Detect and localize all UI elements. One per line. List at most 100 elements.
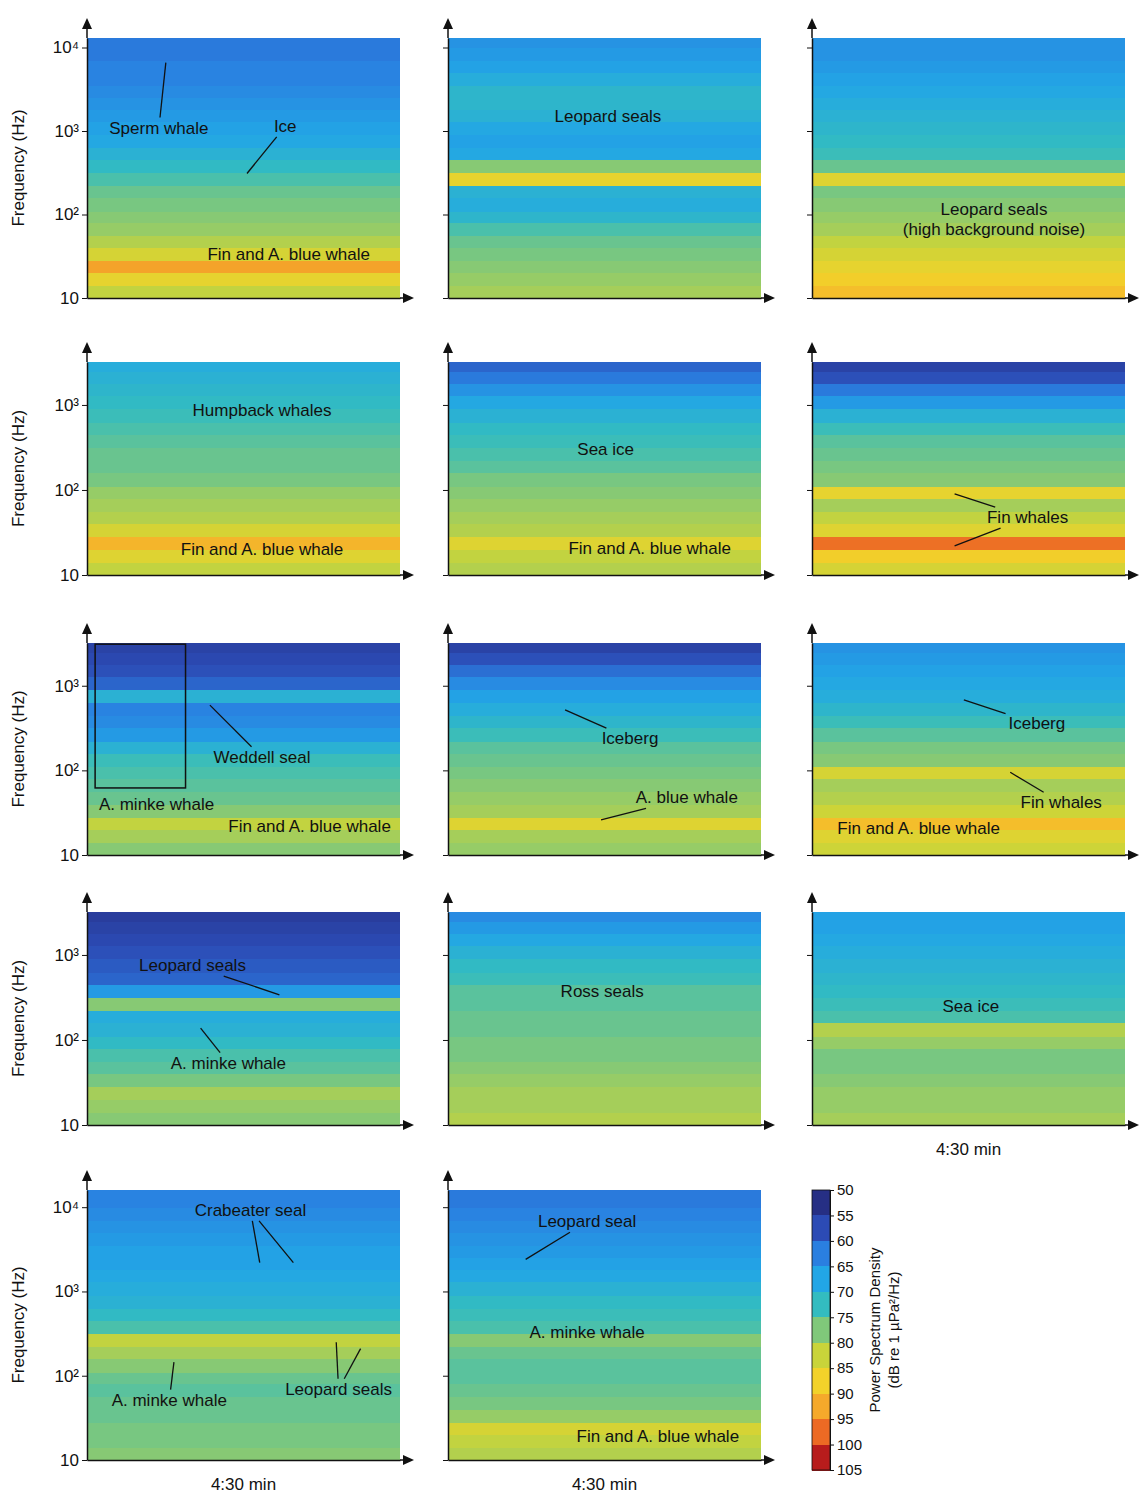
colorbar-swatch: [812, 1292, 830, 1318]
colorbar-tick: 50: [830, 1181, 854, 1198]
y-tick: 10⁴: [53, 1198, 87, 1217]
y-tick: [443, 1291, 448, 1292]
heat-cell: [812, 460, 1125, 473]
heat-cell: [448, 523, 761, 537]
heat-cell: [812, 511, 1125, 524]
y-tick: 10³: [54, 1282, 87, 1301]
heat-cell: [87, 147, 400, 160]
x-axis-line: [813, 575, 1126, 577]
y-tick: [443, 770, 448, 771]
y-axis-arrowhead: [82, 342, 92, 353]
colorbar-tick-label: 105: [837, 1461, 862, 1478]
plot-area: [448, 362, 761, 575]
heat-cell: [812, 549, 1125, 563]
heat-cell: [812, 842, 1125, 855]
annotation: Crabeater seal: [195, 1201, 307, 1220]
colorbar-tick: 65: [830, 1258, 854, 1275]
heat-cell: [448, 362, 761, 372]
annotation: Fin whales: [987, 508, 1068, 527]
x-axis-line: [813, 855, 1126, 857]
plot-area: [812, 38, 1125, 298]
x-axis: [449, 298, 762, 299]
x-axis: [88, 575, 401, 576]
y-tick-mark: [807, 770, 812, 771]
highlight-box: [95, 644, 185, 788]
y-tick-label: 10⁴: [53, 1198, 79, 1217]
y-tick-label: 10²: [54, 481, 79, 500]
leader-line: [344, 1349, 360, 1379]
y-axis: [443, 644, 449, 856]
x-axis: [449, 1460, 762, 1461]
leader-line: [252, 1221, 259, 1263]
leader-line: [964, 700, 1006, 714]
y-axis-arrowhead: [443, 623, 453, 634]
colorbar-tick-label: 90: [837, 1385, 854, 1402]
plot-area: [87, 912, 400, 1125]
colorbar-tick: 90: [830, 1385, 854, 1402]
panel: 1010²10³Frequency (Hz)Humpback whalesFin…: [9, 302, 414, 585]
heat-cell: [448, 753, 761, 768]
heat-cell: [812, 766, 1125, 779]
heat-cell: [812, 362, 1125, 372]
colorbar-title: Power Spectrum Density: [866, 1247, 883, 1413]
heat-cell: [87, 1245, 400, 1258]
heat-cell: [812, 1048, 1125, 1062]
heat-cell: [87, 222, 400, 236]
y-tick: [443, 131, 448, 132]
colorbar-tick-mark: [830, 1343, 834, 1344]
heat-cell: [812, 702, 1125, 715]
colorbar-axis: 50556065707580859095100105: [830, 1181, 862, 1478]
colorbar-tick-label: 75: [837, 1309, 854, 1326]
y-tick: [807, 215, 812, 216]
heat-cell: [448, 1190, 761, 1208]
y-tick-label: 10³: [54, 1282, 79, 1301]
x-axis: [813, 298, 1126, 299]
y-tick-mark: [82, 1460, 87, 1461]
y-tick-mark: [82, 298, 87, 299]
y-axis: 1010²10³10⁴: [53, 1191, 88, 1470]
heat-cell: [448, 1232, 761, 1246]
heat-cell: [812, 97, 1125, 110]
y-axis-line: [448, 363, 450, 576]
y-tick-mark: [82, 1207, 87, 1208]
heat-cell: [448, 842, 761, 855]
y-axis-arrowhead: [82, 623, 92, 634]
heat-cell: [87, 1073, 400, 1087]
heat-cell: [87, 460, 400, 473]
heat-cell: [87, 997, 400, 1012]
leader-line: [210, 705, 252, 747]
plot-area: [448, 1190, 761, 1460]
annotation: A. minke whale: [171, 1054, 286, 1073]
heat-cell: [87, 47, 400, 61]
colorbar-tick-mark: [830, 1266, 834, 1267]
y-axis: 1010²10³10⁴: [53, 38, 88, 307]
leader-line: [224, 976, 280, 995]
heat-cell: [87, 778, 400, 792]
heat-cell: [812, 486, 1125, 499]
y-axis-title: Frequency (Hz): [9, 109, 28, 226]
heat-cell: [448, 1396, 761, 1409]
x-axis-arrowhead: [764, 570, 775, 580]
heat-cell: [87, 523, 400, 537]
heat-cell: [448, 134, 761, 148]
annotation: Leopard seals: [555, 107, 662, 126]
colorbar-swatch: [812, 1419, 830, 1445]
annotation: Leopard seals(high background noise): [903, 200, 1085, 239]
y-tick: [807, 1125, 812, 1126]
annotation-line: A. minke whale: [99, 795, 214, 814]
annotation: Fin whales: [1021, 793, 1102, 812]
colorbar-frame: [812, 1190, 830, 1470]
y-tick-mark: [443, 48, 448, 49]
colorbar-swatch: [812, 1190, 830, 1216]
y-axis: [443, 39, 449, 299]
heat-cell: [812, 778, 1125, 792]
heat-cell: [812, 121, 1125, 135]
x-axis-line: [88, 855, 401, 857]
y-tick-label: 10: [60, 566, 79, 585]
colorbar-axis-line: [830, 1191, 831, 1471]
annotation-line: Fin and A. blue whale: [207, 245, 370, 264]
y-tick-mark: [807, 405, 812, 406]
y-tick-label: 10: [60, 1116, 79, 1135]
heat-cell: [448, 1010, 761, 1023]
heat-cell: [87, 727, 400, 742]
